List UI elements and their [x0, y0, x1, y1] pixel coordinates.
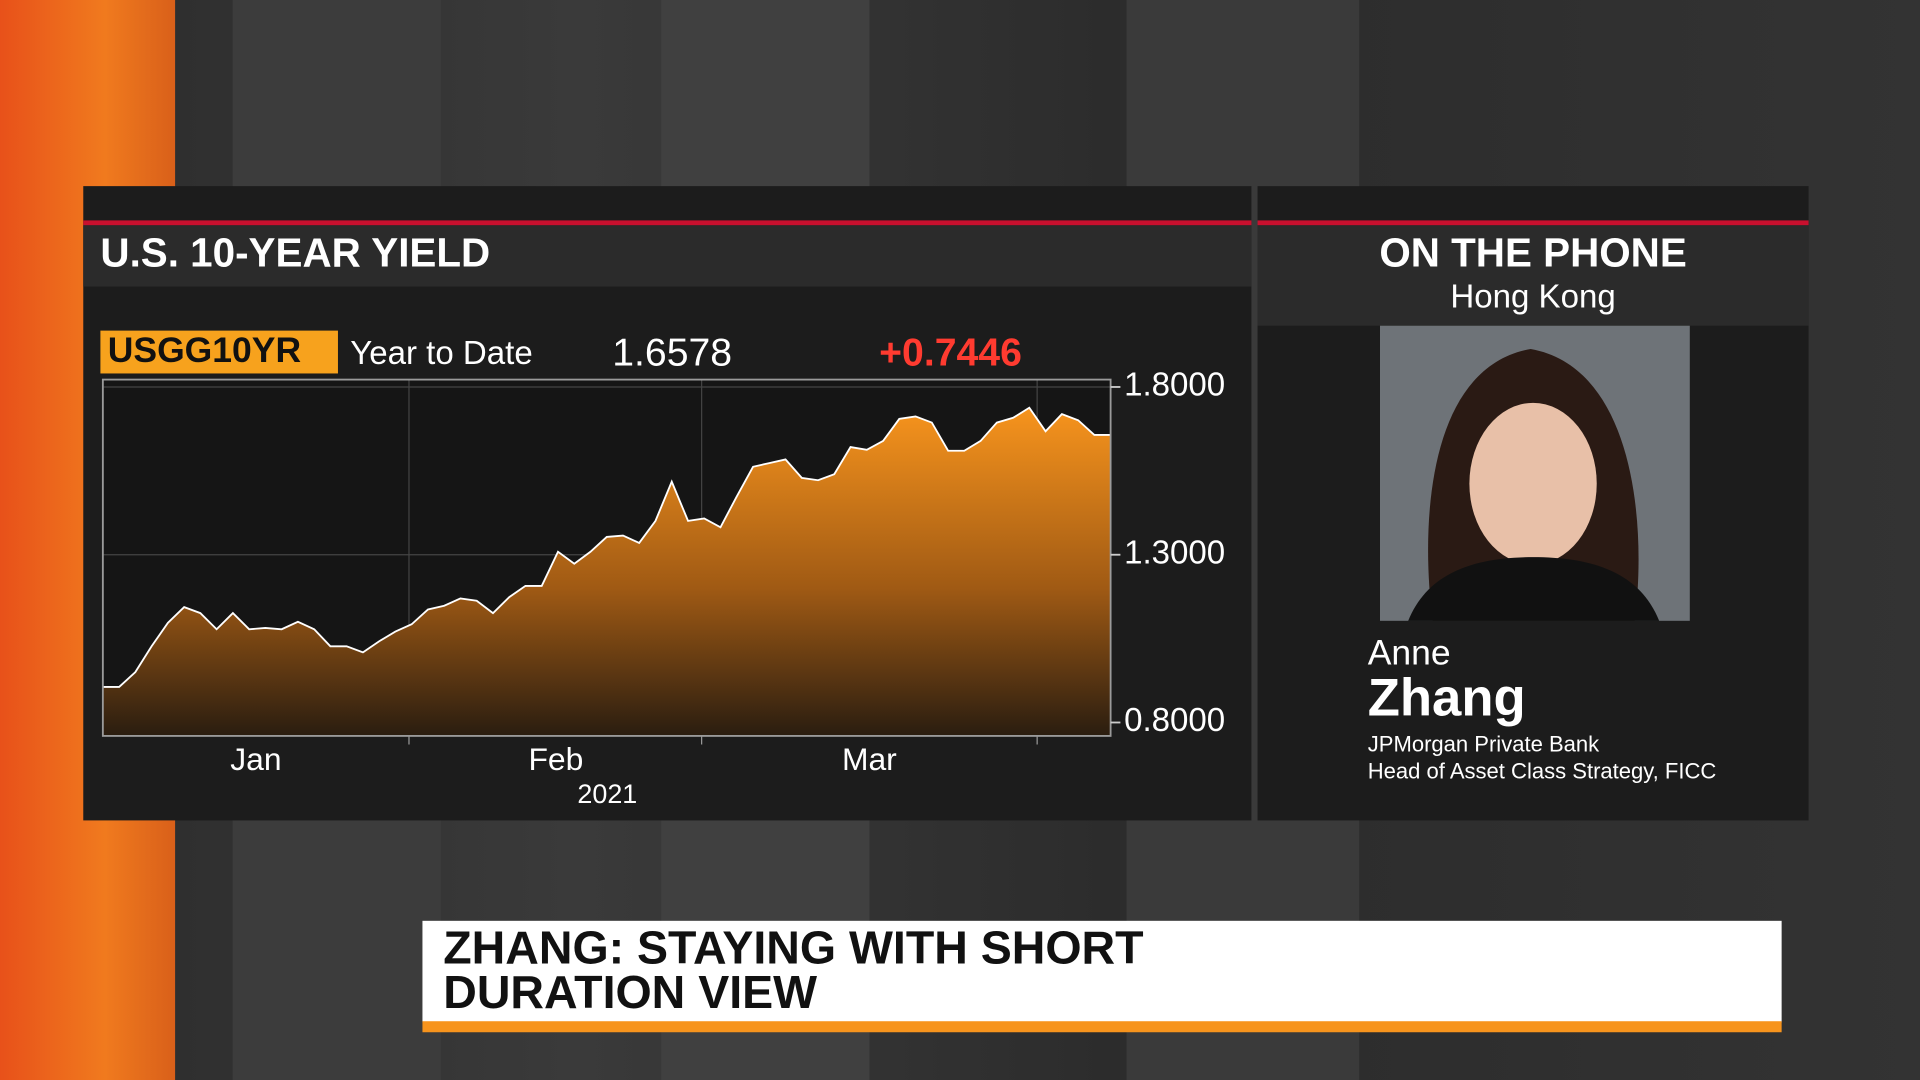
x-label: Jan [230, 741, 281, 777]
red-rule [1257, 220, 1809, 226]
ticker-box [100, 330, 338, 374]
jacket [1408, 557, 1660, 621]
change: +0.7446 [879, 331, 1022, 374]
red-rule [83, 220, 1252, 226]
y-tick-label: 0.8000 [1124, 702, 1225, 739]
headline-line: ZHANG: STAYING WITH SHORT [443, 922, 1143, 974]
guest-role: Head of Asset Class Strategy, FICC [1368, 758, 1717, 783]
face [1469, 402, 1597, 565]
guest-header [1257, 225, 1809, 326]
period: Year to Date [350, 335, 533, 372]
guest-organization: JPMorgan Private Bank [1368, 732, 1600, 757]
y-tick-label: 1.3000 [1124, 534, 1225, 571]
last-value: 1.6578 [612, 331, 732, 374]
x-year: 2021 [577, 779, 637, 809]
area [102, 407, 1111, 736]
guest-location: Hong Kong [1450, 279, 1615, 316]
y-tick-label: 1.8000 [1124, 367, 1225, 404]
plot [102, 379, 1111, 736]
chart-title: U.S. 10-YEAR YIELD [100, 230, 490, 276]
guest-photo [1380, 325, 1690, 621]
x-label: Mar [842, 741, 897, 777]
ticker: USGG10YR [108, 330, 301, 370]
headline-rule [422, 1021, 1782, 1033]
title-band [83, 225, 1252, 287]
headline-box [422, 920, 1782, 1023]
plot-border [101, 378, 1112, 737]
guest-first-name: Anne [1368, 632, 1451, 672]
guest-last-name: Zhang [1368, 669, 1526, 728]
guest-heading: ON THE PHONE [1379, 230, 1686, 276]
x-label: Feb [528, 741, 583, 777]
headline-line: DURATION VIEW [443, 966, 817, 1018]
line [102, 406, 1111, 688]
